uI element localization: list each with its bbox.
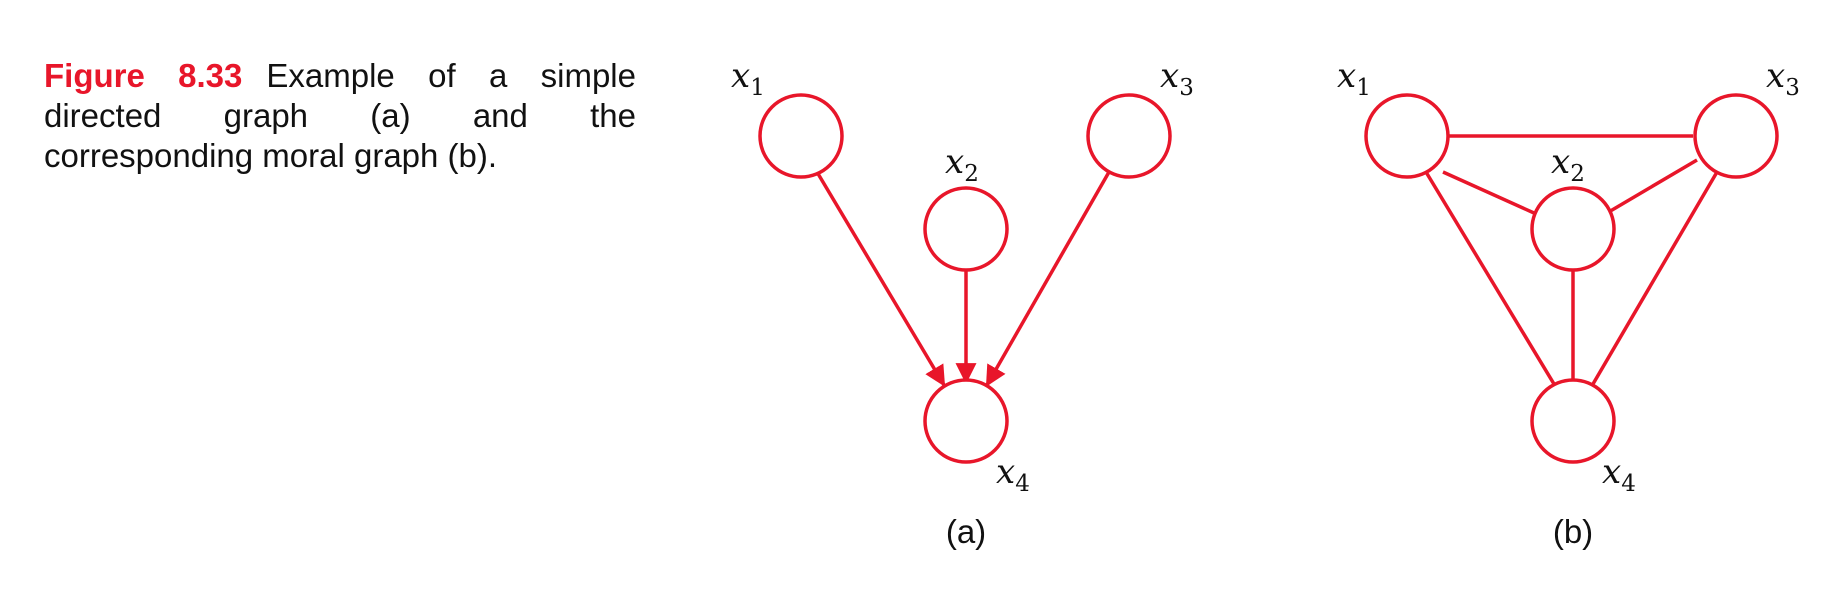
label-x3: x3 (1160, 56, 1194, 101)
node-x1 (758, 93, 844, 179)
label-x1: x1 (731, 56, 765, 101)
edge-x3-x4 (985, 171, 1111, 387)
edge-x1-x4-moral (1424, 171, 1556, 385)
label-x3-moral: x3 (1766, 56, 1800, 101)
label-x2: x2 (945, 142, 979, 187)
panel-a-directed-graph: x1 x2 x3 x4 (a) (731, 56, 1194, 550)
edge-x1-x4 (815, 171, 946, 387)
figure-caption: Figure 8.33 Example of a simple directed … (44, 56, 636, 176)
node-x1-moral (1364, 93, 1450, 179)
node-x2-moral (1530, 186, 1616, 272)
figure-label: Figure 8.33 (44, 57, 243, 94)
edge-x3-x4-moral (1591, 171, 1719, 385)
label-x4: x4 (996, 452, 1030, 497)
label-x2-moral: x2 (1551, 142, 1585, 187)
edge-x1-x2-moral (1442, 170, 1535, 215)
node-x4-moral (1530, 378, 1616, 464)
node-x2 (923, 186, 1009, 272)
caption-text: Example of a simple directed graph (a) a… (44, 57, 636, 174)
panel-a-label: (a) (946, 513, 986, 550)
node-x3-moral (1693, 93, 1779, 179)
panel-b-label: (b) (1553, 513, 1593, 550)
node-x3 (1086, 93, 1172, 179)
label-x1-moral: x1 (1337, 56, 1371, 101)
node-x4 (923, 378, 1009, 464)
edge-x2-x3-moral (1606, 158, 1698, 215)
panel-b-moral-graph: x1 x2 x3 x4 (b) (1337, 56, 1800, 550)
label-x4-moral: x4 (1602, 452, 1636, 497)
